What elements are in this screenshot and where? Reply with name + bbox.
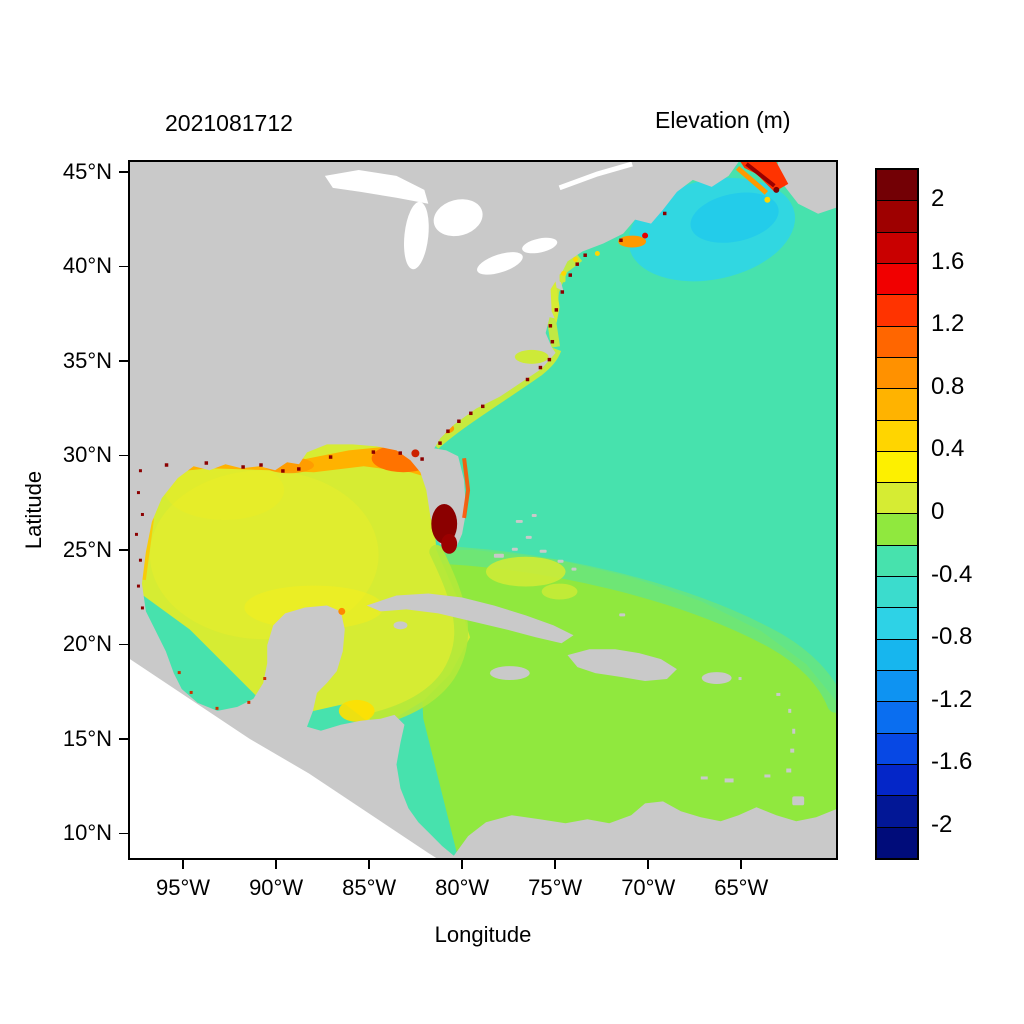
colorbar-segment — [877, 671, 917, 703]
colorbar-segment — [877, 201, 917, 233]
colorbar-tick-label: 1.6 — [931, 247, 965, 275]
bahamas — [493, 513, 626, 617]
colorbar-segment — [877, 577, 917, 609]
colorbar-segment — [877, 733, 917, 765]
colorbar-segment — [877, 420, 917, 452]
x-tick-label: 65°W — [714, 875, 769, 900]
nova-scotia — [776, 162, 836, 214]
cuba — [366, 593, 574, 644]
pacific-outside-domain — [130, 659, 437, 858]
y-tick-mark — [119, 454, 128, 457]
overlay-layer — [134, 162, 789, 710]
pamlico-sound — [514, 349, 549, 364]
x-tick-label: 90°W — [249, 875, 304, 900]
y-tick-label: 20°N — [62, 631, 112, 657]
yucatan-corner-cell — [338, 607, 346, 615]
campeche-coast-speckles — [177, 671, 267, 710]
x-tick-mark — [740, 860, 742, 869]
colorbar — [875, 168, 919, 860]
colorbar-segment — [877, 326, 917, 358]
jamaica — [489, 666, 530, 681]
colorbar-segment — [877, 295, 917, 327]
colorbar-segment — [877, 796, 917, 828]
colorbar-segment — [877, 514, 917, 546]
y-tick-label: 10°N — [62, 820, 112, 846]
colorbar-tick-label: 0 — [931, 498, 945, 525]
buzzards-bay-cell — [642, 232, 649, 239]
y-tick-label: 15°N — [62, 725, 112, 751]
land-layer — [130, 162, 836, 858]
map-svg — [130, 162, 836, 858]
puerto-rico — [701, 672, 732, 684]
colorbar-segment — [877, 639, 917, 671]
x-tick-mark — [182, 860, 184, 869]
y-tick-mark — [119, 832, 128, 835]
colorbar-tick-label: 0.8 — [931, 372, 965, 400]
y-tick-mark — [119, 360, 128, 362]
big-bend-cell — [411, 449, 420, 458]
colorbar-tick-label: 1.2 — [931, 310, 965, 338]
x-tick-mark — [554, 860, 556, 869]
colorbar-segment — [877, 545, 917, 578]
st-lawrence-river — [558, 162, 633, 191]
colorbar-tick-label: 0.4 — [931, 435, 965, 463]
lesser-antilles — [700, 677, 805, 806]
colorbar-tick-label: -0.8 — [931, 623, 973, 651]
south-america-landmass — [452, 801, 836, 858]
x-tick-mark — [461, 860, 463, 869]
x-axis-label: Longitude — [434, 922, 532, 947]
colorbar-segment — [877, 702, 917, 734]
colorbar-segment — [877, 451, 917, 484]
y-tick-label: 40°N — [62, 253, 112, 279]
y-tick-mark — [119, 738, 128, 740]
x-tick-label: 85°W — [342, 875, 397, 900]
y-tick-label: 25°N — [62, 536, 112, 562]
colorbar-segment — [877, 232, 917, 264]
outside-domain-layer — [130, 659, 437, 858]
timestamp-label: 2021081712 — [165, 110, 293, 136]
colorbar-tick-label: -1.6 — [931, 748, 973, 776]
x-tick-label: 80°W — [435, 875, 490, 900]
lake-erie — [477, 252, 523, 275]
y-tick-label: 45°N — [62, 158, 112, 184]
x-tick-label: 70°W — [621, 875, 676, 900]
colorbar-segment — [877, 170, 917, 202]
colorbar-segment — [877, 827, 917, 858]
x-tick-label: 95°W — [156, 875, 211, 900]
north-america-landmass — [130, 162, 739, 858]
chesapeake-bay — [550, 281, 560, 324]
lake-huron — [433, 199, 483, 237]
colorbar-segment — [877, 263, 917, 296]
lake-ontario — [522, 237, 558, 254]
coastal-high-water-speckles — [134, 211, 667, 610]
everglades-high-cells — [431, 504, 458, 544]
colorbar-segment — [877, 608, 917, 640]
y-tick-mark — [119, 171, 128, 173]
x-tick-mark — [368, 860, 370, 869]
lake-michigan — [403, 201, 429, 270]
y-tick-mark — [119, 549, 128, 551]
y-tick-mark — [119, 643, 128, 646]
colorbar-segment — [877, 357, 917, 390]
y-tick-label: 30°N — [62, 442, 112, 468]
lake-superior — [324, 169, 429, 204]
colorbar-tick-label: -1.2 — [931, 685, 973, 713]
colorbar-segment — [877, 483, 917, 515]
x-tick-mark — [275, 860, 277, 869]
colorbar-tick-label: -2 — [931, 810, 953, 838]
plot-area — [128, 160, 838, 860]
colorbar-segment — [877, 764, 917, 797]
florida-east-coast-surge — [462, 458, 471, 519]
colorbar-segment — [877, 389, 917, 421]
colorbar-title: Elevation (m) — [655, 107, 791, 133]
colorbar-tick-label: -0.4 — [931, 560, 973, 588]
y-tick-label: 35°N — [62, 347, 112, 373]
y-tick-mark — [119, 265, 128, 268]
colorbar-tick-label: 2 — [931, 185, 945, 213]
hispaniola — [567, 649, 677, 682]
x-tick-label: 75°W — [528, 875, 583, 900]
x-tick-mark — [647, 860, 649, 869]
